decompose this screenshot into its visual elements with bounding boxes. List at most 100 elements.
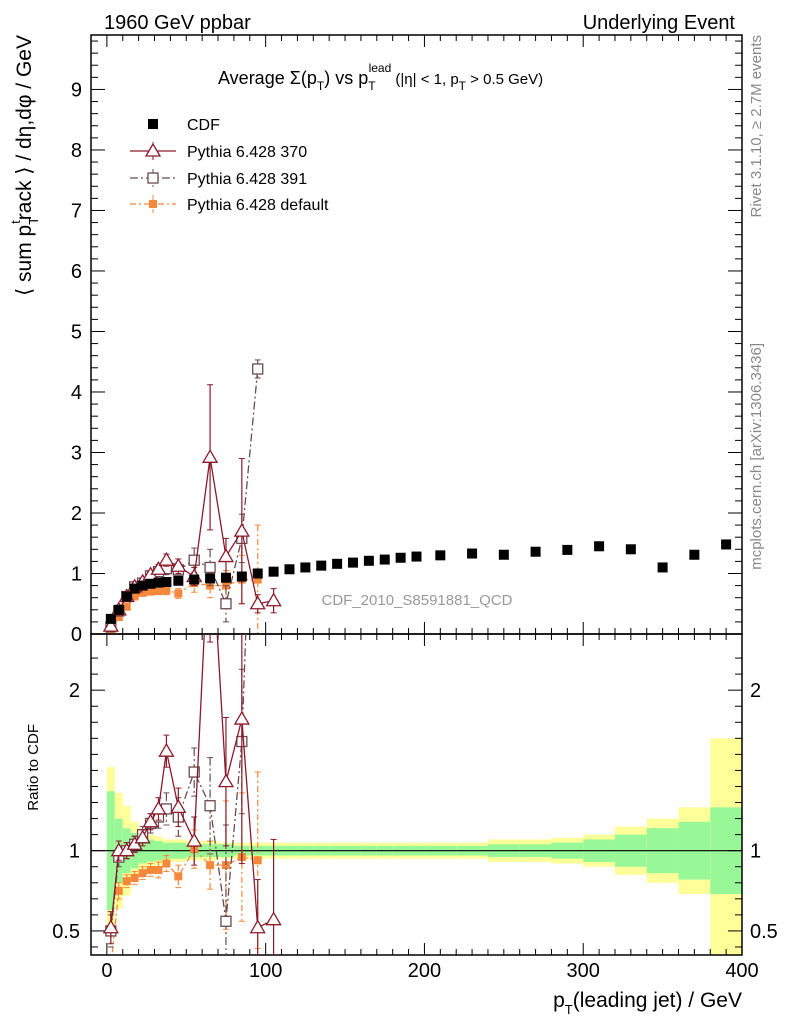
- main-point-pdef: [174, 589, 183, 598]
- main-point-p370: [102, 617, 119, 632]
- ratio-point-p370: [134, 829, 151, 844]
- legend-item-cdf: CDF: [148, 117, 220, 134]
- legend: CDF Pythia 6.428 370 Pythia 6.428 391 Pythi…: [130, 117, 329, 214]
- y-axis-label-pre: ⟨ sum p: [13, 225, 36, 296]
- main-point-cdf: [562, 544, 573, 555]
- x-tick-label: 100: [249, 960, 282, 982]
- main-point-pdef: [130, 592, 139, 601]
- main-point-cdf: [395, 552, 406, 563]
- legend-marker-p391: [147, 172, 159, 184]
- main-point-p370: [158, 551, 175, 566]
- y-tick-label: 2: [71, 503, 82, 525]
- main-point-p370: [150, 560, 167, 575]
- ratio-point-pdef: [154, 865, 163, 874]
- main-point-p370: [233, 522, 250, 537]
- ratio-point-p370: [186, 832, 203, 847]
- main-point-pdef: [114, 613, 123, 622]
- plot-title-sub3: T: [459, 79, 467, 93]
- plot-title-pre: Average: [218, 68, 290, 88]
- main-point-cdf: [284, 564, 295, 575]
- main-panel: 0 1 2 3 4 5 6 7 8 9: [71, 34, 743, 646]
- x-axis-label-pre: p: [553, 989, 565, 1012]
- legend-marker-pdef: [149, 200, 157, 208]
- y-tick-label: 4: [71, 382, 82, 404]
- main-point-cdf: [105, 613, 116, 624]
- ratio-point-p370: [217, 773, 235, 788]
- legend-label-p370: Pythia 6.428 370: [187, 144, 307, 161]
- main-point-cdf: [435, 550, 446, 561]
- legend-item-p391: Pythia 6.428 391: [130, 169, 307, 188]
- plot-title-mid: ) vs p: [324, 68, 368, 88]
- x-axis-label: pT(leading jet) / GeV: [553, 989, 742, 1017]
- main-point-cdf: [657, 562, 668, 573]
- x-tick-label: 400: [725, 960, 758, 982]
- main-point-cdf: [625, 544, 636, 555]
- main-point-pdef: [138, 588, 147, 597]
- main-point-cdf: [300, 562, 311, 573]
- main-point-cdf: [363, 555, 374, 566]
- y-axis-label-sup: t: [8, 220, 23, 224]
- y-axis-label-post: rack ⟩ / dη,dφ / GeV: [13, 35, 36, 220]
- ratio-point-p370: [142, 813, 159, 828]
- y-axis-label-sub: T: [26, 217, 41, 225]
- x-axis-label-sub: T: [565, 1002, 573, 1017]
- legend-marker-cdf: [148, 119, 158, 129]
- ratio-point-p370: [233, 710, 250, 725]
- plot-title-sup2: lead: [369, 61, 392, 75]
- main-point-cdf: [332, 558, 343, 569]
- legend-label-pdef: Pythia 6.428 default: [187, 197, 329, 214]
- y-tick-label: 3: [71, 442, 82, 464]
- main-point-cdf: [721, 539, 732, 550]
- main-point-p370: [170, 557, 187, 572]
- ratio-point-pdef: [146, 865, 155, 874]
- plot-title-sub1: T: [317, 79, 325, 93]
- plot-title-post: (|η| < 1, p: [391, 71, 458, 88]
- ratio-point-p370: [102, 919, 119, 934]
- ratio-point-p370: [249, 919, 266, 934]
- ratio-point-pdef: [130, 873, 139, 882]
- ratio-point-p370: [265, 911, 282, 926]
- main-point-cdf: [220, 572, 231, 583]
- main-point-cdf: [129, 583, 140, 594]
- ratio-y-tick-label: 2: [69, 680, 80, 702]
- y-tick-label: 7: [71, 200, 82, 222]
- ratio-point-pdef: [122, 877, 131, 886]
- main-point-p391: [220, 598, 232, 610]
- analysis-watermark: CDF_2010_S8591881_QCD: [322, 592, 513, 609]
- main-point-cdf: [467, 548, 478, 559]
- ratio-y-axis-label: Ratio to CDF: [25, 724, 42, 811]
- ratio-point-pdef: [174, 872, 183, 881]
- mcplots-text: mcplots.cern.ch [arXiv:1306.3436]: [748, 343, 765, 570]
- y-tick-label: 8: [71, 140, 82, 162]
- header-right: Underlying Event: [583, 12, 736, 34]
- plot-title-end: > 0.5 GeV): [466, 71, 543, 88]
- plot-title-sigma: Σ(p: [290, 68, 317, 88]
- ratio-point-p391: [204, 800, 216, 812]
- main-point-cdf: [316, 560, 327, 571]
- main-point-cdf: [189, 574, 200, 585]
- main-point-cdf: [689, 549, 700, 560]
- legend-item-pdef: Pythia 6.428 default: [130, 195, 329, 214]
- main-point-cdf: [205, 573, 216, 584]
- main-point-cdf: [137, 580, 148, 591]
- main-point-cdf: [153, 577, 164, 588]
- legend-label-p391: Pythia 6.428 391: [187, 171, 307, 188]
- ratio-point-p391: [188, 766, 200, 778]
- main-point-cdf: [498, 549, 509, 560]
- legend-item-p370: Pythia 6.428 370: [130, 142, 307, 161]
- main-point-cdf: [121, 591, 132, 602]
- main-point-cdf: [113, 604, 124, 615]
- ratio-y-tick-label: 1: [69, 841, 80, 863]
- ratio-point-p370: [150, 800, 167, 815]
- header-left: 1960 GeV ppbar: [104, 12, 251, 34]
- legend-marker-p370: [144, 142, 162, 157]
- main-point-cdf: [594, 541, 605, 552]
- main-point-cdf: [411, 551, 422, 562]
- main-point-pdef: [122, 602, 131, 611]
- ratio-panel: 0 100 200 300 400 0.5 0.5 1 1 2 2: [52, 633, 778, 982]
- ratio-point-pdef: [206, 861, 215, 870]
- y-tick-label: 1: [71, 563, 82, 585]
- ratio-point-p370: [158, 742, 175, 757]
- main-series-cdf: [105, 539, 732, 624]
- main-point-pdef: [162, 586, 171, 595]
